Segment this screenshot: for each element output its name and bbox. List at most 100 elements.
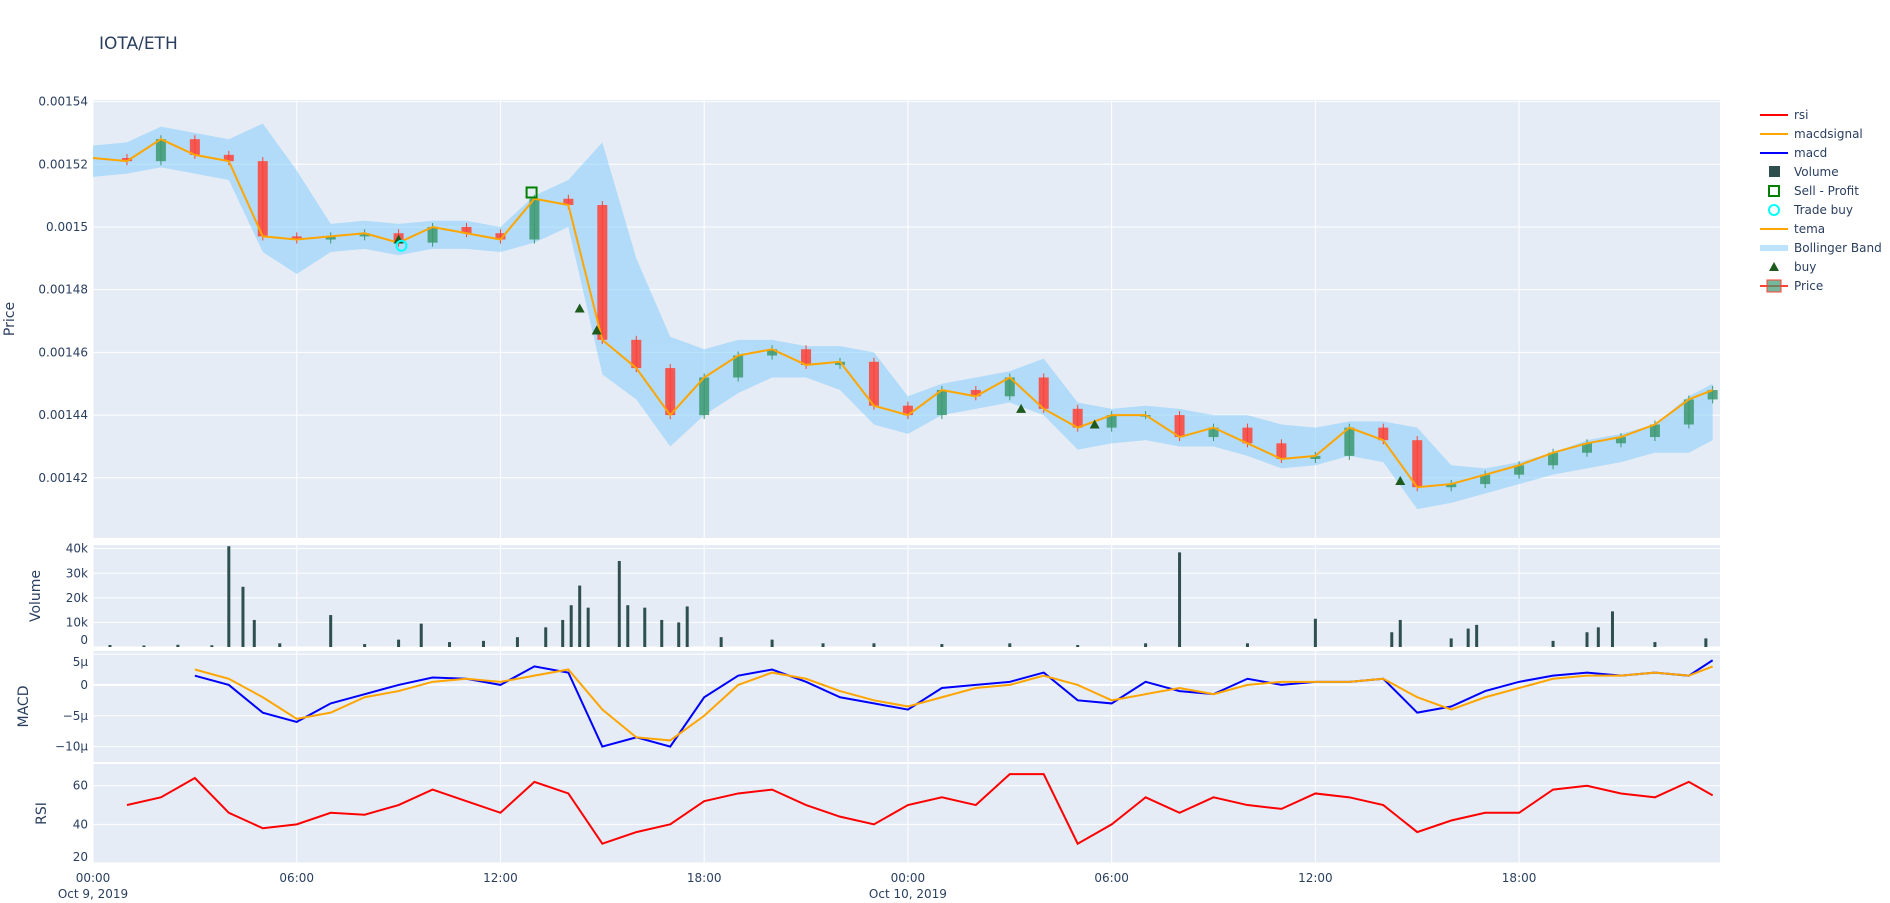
candle (1412, 440, 1423, 488)
price-axis-title: Price (2, 302, 18, 336)
volume-bar (821, 643, 825, 647)
volume-bar (1585, 632, 1589, 647)
candle (1276, 443, 1287, 459)
volume-bar (1610, 611, 1614, 647)
volume-bar (1390, 632, 1394, 647)
legend-item-volume[interactable]: Volume (1769, 165, 1839, 179)
legend-label: Sell - Profit (1794, 184, 1859, 198)
legend-item-rsi[interactable]: rsi (1760, 108, 1809, 122)
candle (597, 205, 608, 340)
legend-label: Trade buy (1793, 203, 1853, 217)
volume-bar (241, 586, 245, 647)
candle (563, 198, 574, 206)
rsi-ytick-label: 20 (73, 850, 88, 864)
x-tick-label: 00:00 (76, 871, 111, 885)
rsi-ytick-label: 60 (73, 779, 88, 793)
x-tick-label: 06:00 (279, 871, 314, 885)
volume-bar (872, 643, 876, 647)
volume-bar (1245, 643, 1249, 647)
volume-bar (1475, 624, 1479, 647)
volume-bar (1313, 618, 1317, 647)
tema-line (92, 138, 1714, 489)
candle (1514, 465, 1525, 475)
volume-bar (660, 619, 664, 647)
candle (699, 377, 710, 416)
volume-bar (227, 546, 231, 647)
candle (631, 339, 642, 369)
volume-bar (1466, 628, 1470, 647)
buy-marker (1089, 419, 1100, 429)
buy-marker (1395, 475, 1406, 485)
x-tick-label: 18:00 (687, 871, 722, 885)
candle (1683, 399, 1694, 425)
macdsignal-line (194, 665, 1714, 742)
volume-ytick-label: 0 (80, 633, 88, 647)
legend-label: macd (1794, 146, 1827, 160)
legend-label: buy (1794, 260, 1816, 274)
x-tick-label: 18:00 (1502, 871, 1537, 885)
candle (461, 226, 472, 234)
legend-item-buy[interactable]: buy (1769, 260, 1816, 274)
legend-item-macdsignal[interactable]: macdsignal (1760, 127, 1863, 141)
volume-bar (1449, 638, 1453, 647)
candle (1004, 377, 1015, 397)
volume-bar (1551, 640, 1555, 647)
volume-bar (578, 585, 582, 647)
volume-axis-title: Volume (28, 570, 44, 622)
volume-bar (481, 640, 485, 647)
candle (868, 361, 879, 406)
candle (495, 233, 506, 240)
legend-label: Volume (1794, 165, 1839, 179)
candle (902, 405, 913, 416)
bollinger-band (93, 123, 1713, 510)
legend-item-sell-profit[interactable]: Sell - Profit (1768, 184, 1859, 198)
volume-bar (329, 615, 333, 647)
volume-bar (448, 642, 452, 647)
rsi-axis-title: RSI (34, 802, 50, 825)
volume-bar (643, 607, 647, 647)
sell-profit-marker (525, 186, 538, 199)
price-ytick-label: 0.00148 (38, 283, 88, 297)
legend-square-open-icon (1768, 185, 1780, 197)
volume-bar (544, 627, 548, 647)
candle (1106, 415, 1117, 428)
volume-bar (1008, 643, 1012, 647)
x-tick-date: Oct 9, 2019 (58, 887, 128, 901)
candle (1548, 452, 1559, 466)
volume-bar (210, 645, 214, 647)
price-ytick-label: 0.00154 (38, 95, 88, 109)
chart-title: IOTA/ETH (99, 34, 178, 54)
candle (325, 236, 336, 240)
legend-item-price[interactable]: Price (1760, 279, 1823, 293)
candle (223, 154, 234, 162)
macd-ytick-label: 0 (80, 678, 88, 692)
legend-circle-icon (1768, 204, 1780, 216)
volume-bar (1076, 645, 1080, 647)
candle (1582, 443, 1593, 453)
volume-bar (569, 605, 573, 647)
legend-item-tema[interactable]: tema (1760, 222, 1825, 236)
legend-item-trade-buy[interactable]: Trade buy (1768, 203, 1853, 217)
candle (1649, 424, 1660, 438)
legend-item-macd[interactable]: macd (1760, 146, 1827, 160)
legend-label: rsi (1794, 108, 1809, 122)
legend-triangle-icon (1769, 262, 1779, 271)
volume-plot-area (93, 545, 1720, 647)
price-ytick-label: 0.0015 (46, 220, 88, 234)
legend-candle-icon (1766, 279, 1782, 293)
volume-bar (1144, 643, 1148, 647)
x-tick-label: 12:00 (483, 871, 518, 885)
candle (801, 349, 812, 365)
legend-band-icon (1760, 245, 1788, 251)
volume-bar (561, 619, 565, 647)
candle (529, 198, 540, 240)
volume-bar (1653, 642, 1657, 647)
volume-bar (419, 623, 423, 647)
volume-bar (626, 605, 630, 647)
volume-bar (252, 619, 256, 647)
x-tick-label: 06:00 (1094, 871, 1129, 885)
legend-item-bollinger-band[interactable]: Bollinger Band (1760, 241, 1882, 255)
candle (970, 390, 981, 397)
macd-ytick-label: 5µ (73, 655, 89, 669)
legend-label: Price (1794, 279, 1823, 293)
